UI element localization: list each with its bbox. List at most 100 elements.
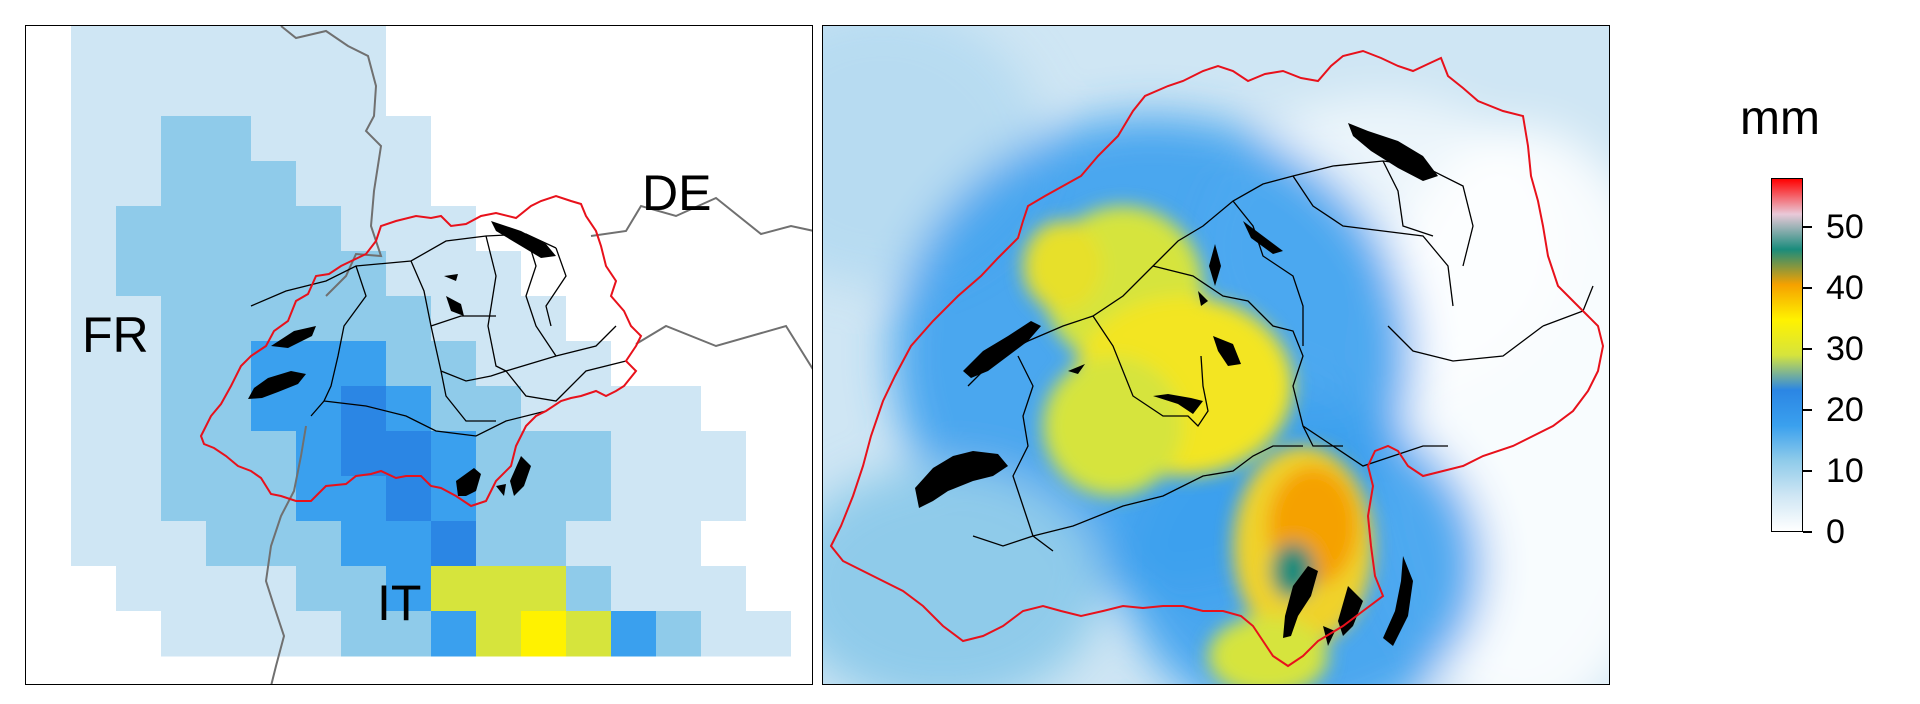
grid-cell	[611, 566, 657, 612]
grid-cell	[521, 521, 567, 567]
grid-cell	[386, 161, 432, 207]
grid-cell	[116, 71, 162, 117]
grid-cell	[206, 206, 252, 252]
grid-cell	[116, 566, 162, 612]
grid-cell	[71, 521, 117, 567]
grid-cell	[431, 161, 477, 207]
grid-cell	[386, 386, 432, 432]
grid-cell	[566, 521, 612, 567]
grid-cell	[746, 386, 792, 432]
grid-cell	[71, 206, 117, 252]
grid-cell	[476, 116, 522, 162]
grid-cell	[746, 611, 792, 657]
grid-cell	[341, 26, 387, 72]
grid-cell	[71, 431, 117, 477]
grid-cell	[116, 341, 162, 387]
grid-cell	[476, 296, 522, 342]
colorbar-tick-label: 40	[1826, 268, 1864, 307]
grid-cell	[161, 206, 207, 252]
grid-cell	[611, 386, 657, 432]
grid-cell	[386, 116, 432, 162]
grid-cell	[431, 71, 477, 117]
grid-cell	[26, 251, 72, 297]
grid-cell	[71, 386, 117, 432]
grid-cell	[296, 341, 342, 387]
grid-cell	[116, 206, 162, 252]
grid-cell	[116, 251, 162, 297]
grid-cell	[341, 566, 387, 612]
grid-cell	[746, 431, 792, 477]
grid-cell	[701, 386, 747, 432]
grid-cell	[251, 116, 297, 162]
grid-cell	[566, 476, 612, 522]
highres-precip-map	[823, 26, 1609, 684]
grid-cell	[206, 611, 252, 657]
grid-cell	[71, 611, 117, 657]
grid-cell	[251, 521, 297, 567]
colorbar-tick-mark	[1803, 469, 1812, 472]
grid-cell	[206, 296, 252, 342]
grid-cell	[296, 521, 342, 567]
grid-cell	[26, 476, 72, 522]
grid-cell	[71, 341, 117, 387]
grid-cell	[206, 341, 252, 387]
grid-cell	[746, 476, 792, 522]
grid-cell	[116, 521, 162, 567]
grid-cell	[431, 431, 477, 477]
grid-cell	[656, 476, 702, 522]
grid-cell	[386, 296, 432, 342]
lakes	[248, 221, 556, 496]
grid-cell	[251, 431, 297, 477]
legend-unit-title: mm	[1740, 92, 1820, 145]
grid-cell	[251, 611, 297, 657]
precip-field-high	[1023, 206, 1373, 684]
colorbar-tick-label: 0	[1826, 513, 1845, 551]
grid-cell	[566, 296, 612, 342]
grid-cell	[386, 206, 432, 252]
grid-cell	[701, 521, 747, 567]
grid-cell	[26, 161, 72, 207]
grid-cell	[161, 386, 207, 432]
grid-cell	[386, 341, 432, 387]
grid-cell	[161, 521, 207, 567]
grid-cell	[656, 611, 702, 657]
grid-cell	[26, 386, 72, 432]
grid-cell	[71, 296, 117, 342]
switzerland-border	[199, 194, 643, 508]
grid-cell	[251, 251, 297, 297]
grid-cell	[341, 521, 387, 567]
grid-cell	[431, 566, 477, 612]
grid-cell	[431, 341, 477, 387]
grid-cell	[26, 71, 72, 117]
grid-cell	[161, 476, 207, 522]
grid-cell	[611, 521, 657, 567]
grid-cell	[431, 386, 477, 432]
grid-cell	[476, 251, 522, 297]
label-italy: IT	[377, 575, 422, 631]
grid-cell	[611, 476, 657, 522]
grid-cell	[161, 341, 207, 387]
grid-cell	[341, 431, 387, 477]
grid-cell	[26, 116, 72, 162]
grid-cell	[746, 341, 792, 387]
grid-cell	[341, 341, 387, 387]
grid-cell	[386, 26, 432, 72]
grid-cell	[71, 566, 117, 612]
grid-cell	[116, 431, 162, 477]
grid-cell	[701, 611, 747, 657]
grid-cell	[206, 161, 252, 207]
grid-cell	[521, 476, 567, 522]
grid-cell	[206, 116, 252, 162]
grid-cell	[161, 566, 207, 612]
grid-cell	[521, 611, 567, 657]
label-germany: DE	[642, 165, 712, 221]
grid-cell	[431, 116, 477, 162]
grid-cell	[566, 611, 612, 657]
grid-cell	[26, 296, 72, 342]
grid-cell	[656, 521, 702, 567]
grid-cell	[386, 611, 432, 657]
grid-cell	[296, 611, 342, 657]
grid-cell	[161, 116, 207, 162]
grid-cell	[116, 116, 162, 162]
grid-cell	[341, 296, 387, 342]
